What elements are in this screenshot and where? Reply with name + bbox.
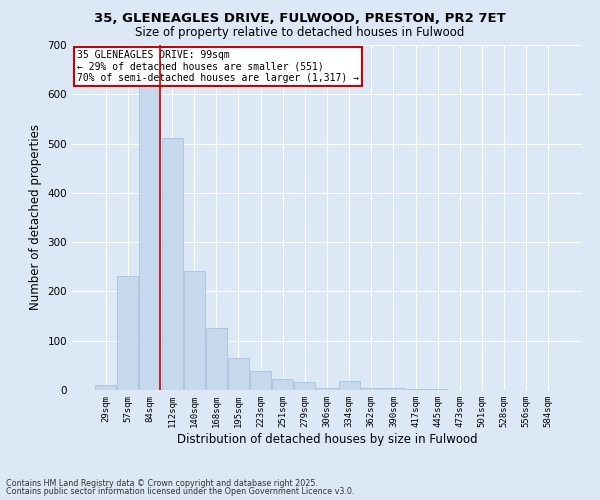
Bar xyxy=(139,70,160,390)
Bar xyxy=(427,389,448,390)
Bar xyxy=(383,388,404,390)
Bar xyxy=(272,379,293,390)
Y-axis label: Number of detached properties: Number of detached properties xyxy=(29,124,42,310)
Bar xyxy=(361,388,382,390)
Bar xyxy=(338,381,359,390)
Bar xyxy=(250,372,271,390)
Bar xyxy=(316,388,338,390)
Bar xyxy=(161,138,182,390)
Bar xyxy=(405,388,426,390)
Text: Size of property relative to detached houses in Fulwood: Size of property relative to detached ho… xyxy=(136,26,464,39)
Bar xyxy=(95,385,116,390)
Bar xyxy=(228,358,249,390)
Bar xyxy=(295,382,316,390)
Text: 35, GLENEAGLES DRIVE, FULWOOD, PRESTON, PR2 7ET: 35, GLENEAGLES DRIVE, FULWOOD, PRESTON, … xyxy=(94,12,506,26)
Text: 35 GLENEAGLES DRIVE: 99sqm
← 29% of detached houses are smaller (551)
70% of sem: 35 GLENEAGLES DRIVE: 99sqm ← 29% of deta… xyxy=(77,50,359,84)
Bar xyxy=(118,276,139,390)
Text: Contains HM Land Registry data © Crown copyright and database right 2025.: Contains HM Land Registry data © Crown c… xyxy=(6,478,318,488)
Bar xyxy=(206,328,227,390)
Bar xyxy=(184,270,205,390)
Text: Contains public sector information licensed under the Open Government Licence v3: Contains public sector information licen… xyxy=(6,487,355,496)
X-axis label: Distribution of detached houses by size in Fulwood: Distribution of detached houses by size … xyxy=(176,432,478,446)
